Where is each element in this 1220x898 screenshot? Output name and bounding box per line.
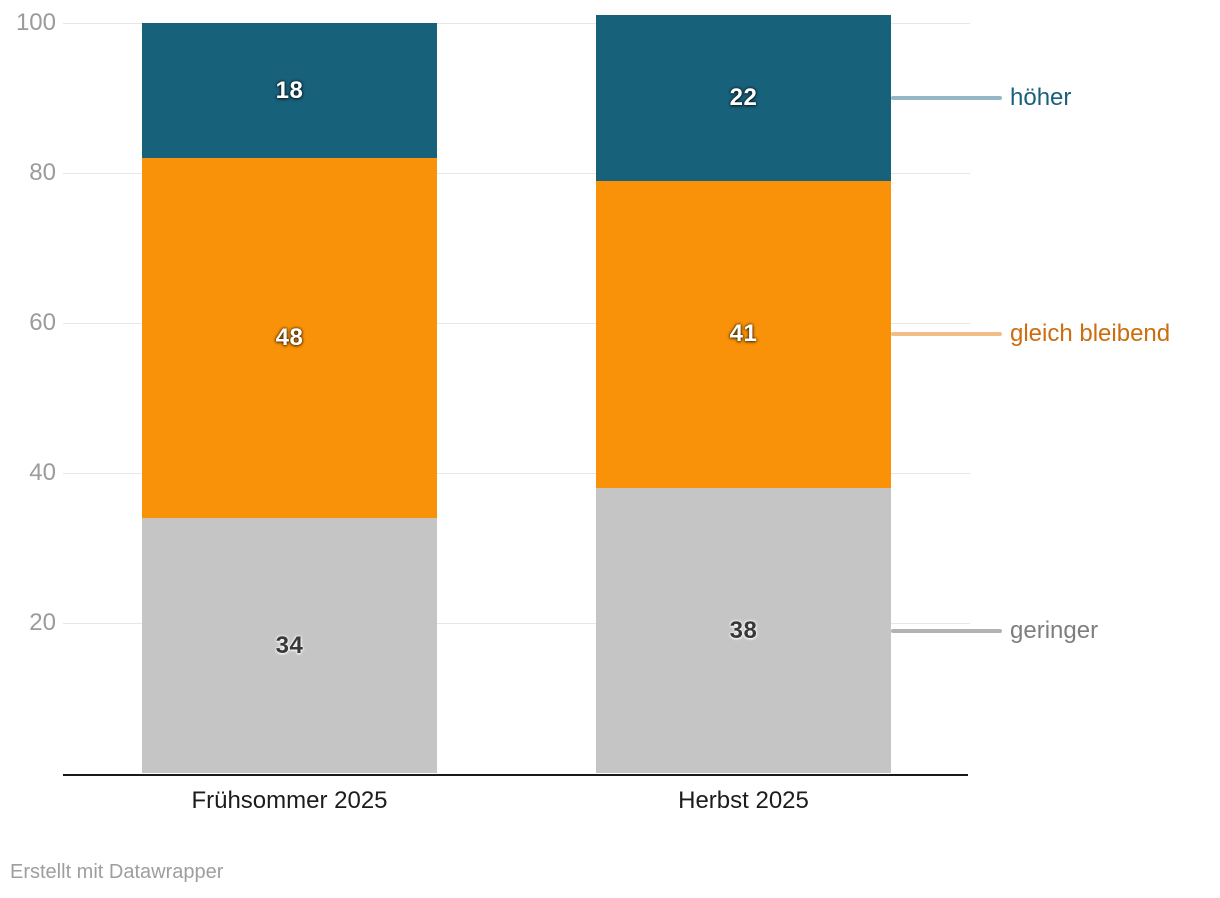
y-tick-label-20: 20 xyxy=(29,609,56,637)
bar-segment-höher xyxy=(142,23,437,159)
y-tick-label-100: 100 xyxy=(15,9,56,36)
y-tick-label-80: 80 xyxy=(29,159,56,187)
value-label: 38 xyxy=(729,616,758,644)
legend-connector-line-höher xyxy=(891,96,1002,101)
value-label: 22 xyxy=(729,84,758,112)
legend-label-geringer: geringer xyxy=(1010,616,1099,644)
value-label: 34 xyxy=(275,631,304,659)
datawrapper-credit-link[interactable]: Erstellt mit Datawrapper xyxy=(10,861,224,883)
legend-connector-line-gleich bleibend xyxy=(891,332,1002,337)
value-label: 18 xyxy=(275,76,304,104)
bar-segment-geringer xyxy=(596,488,891,774)
x-axis-line xyxy=(63,773,968,776)
bar-segment-gleich bleibend xyxy=(142,158,437,519)
bar-segment-höher xyxy=(596,15,891,181)
value-label: 48 xyxy=(275,324,304,352)
category-label: Herbst 2025 xyxy=(678,787,809,814)
y-tick-label-40: 40 xyxy=(29,459,56,487)
gridline-40 xyxy=(63,472,970,474)
gridline-60 xyxy=(63,322,970,324)
bar-segment-geringer xyxy=(142,518,437,774)
legend-label-höher: höher xyxy=(1010,84,1072,112)
legend-connector-line-geringer xyxy=(891,628,1002,633)
value-label: 41 xyxy=(729,320,758,348)
legend-label-gleich bleibend: gleich bleibend xyxy=(1010,320,1171,348)
gridline-20 xyxy=(63,622,970,624)
gridline-100 xyxy=(63,22,970,24)
category-label: Frühsommer 2025 xyxy=(191,787,388,814)
bar-segment-gleich bleibend xyxy=(596,180,891,489)
y-tick-label-60: 60 xyxy=(29,309,56,337)
gridline-80 xyxy=(63,172,970,174)
